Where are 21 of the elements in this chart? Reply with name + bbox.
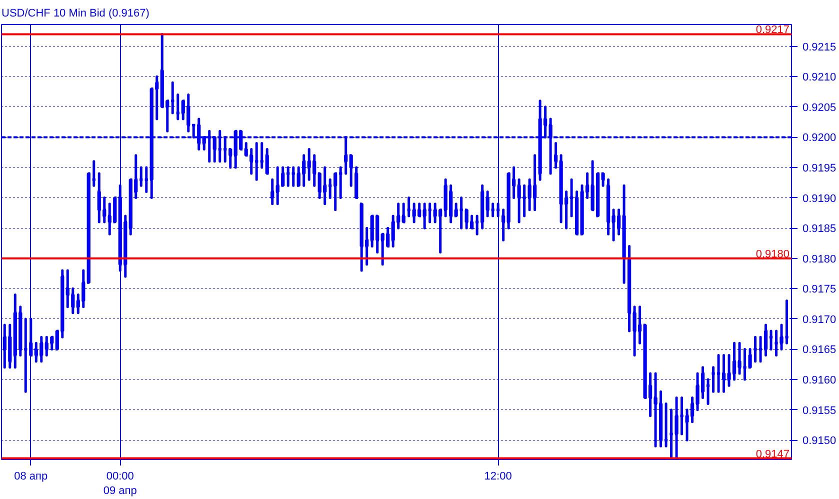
chart-title: USD/CHF 10 Min Bid (0.9167)	[2, 8, 150, 20]
y-tick-label: 0.9195	[802, 162, 836, 174]
x-tick-label: 08 апр	[14, 470, 48, 482]
ref-line-label: 0.9180	[756, 248, 790, 260]
ref-line-label: 0.9147	[756, 448, 790, 460]
y-tick-label: 0.9185	[802, 223, 836, 236]
y-tick-label: 0.9215	[802, 41, 836, 54]
y-tick-label: 0.9150	[802, 435, 836, 448]
ref-line-label: 0.9217	[756, 24, 790, 36]
y-tick-label: 0.9180	[802, 253, 836, 266]
x-tick-label: 12:00	[484, 470, 512, 482]
y-tick-label: 0.9165	[802, 344, 836, 356]
y-tick-label: 0.9210	[802, 72, 836, 84]
y-tick-label: 0.9200	[802, 132, 836, 144]
y-tick-label: 0.9190	[802, 192, 836, 205]
y-tick-label: 0.9205	[802, 102, 836, 114]
y-tick-label: 0.9155	[802, 404, 836, 417]
y-tick-label: 0.9160	[802, 374, 836, 387]
y-tick-label: 0.9175	[802, 284, 836, 296]
y-tick-label: 0.9170	[802, 314, 836, 326]
x-tick-label: 00:00 09 апр	[103, 470, 137, 497]
